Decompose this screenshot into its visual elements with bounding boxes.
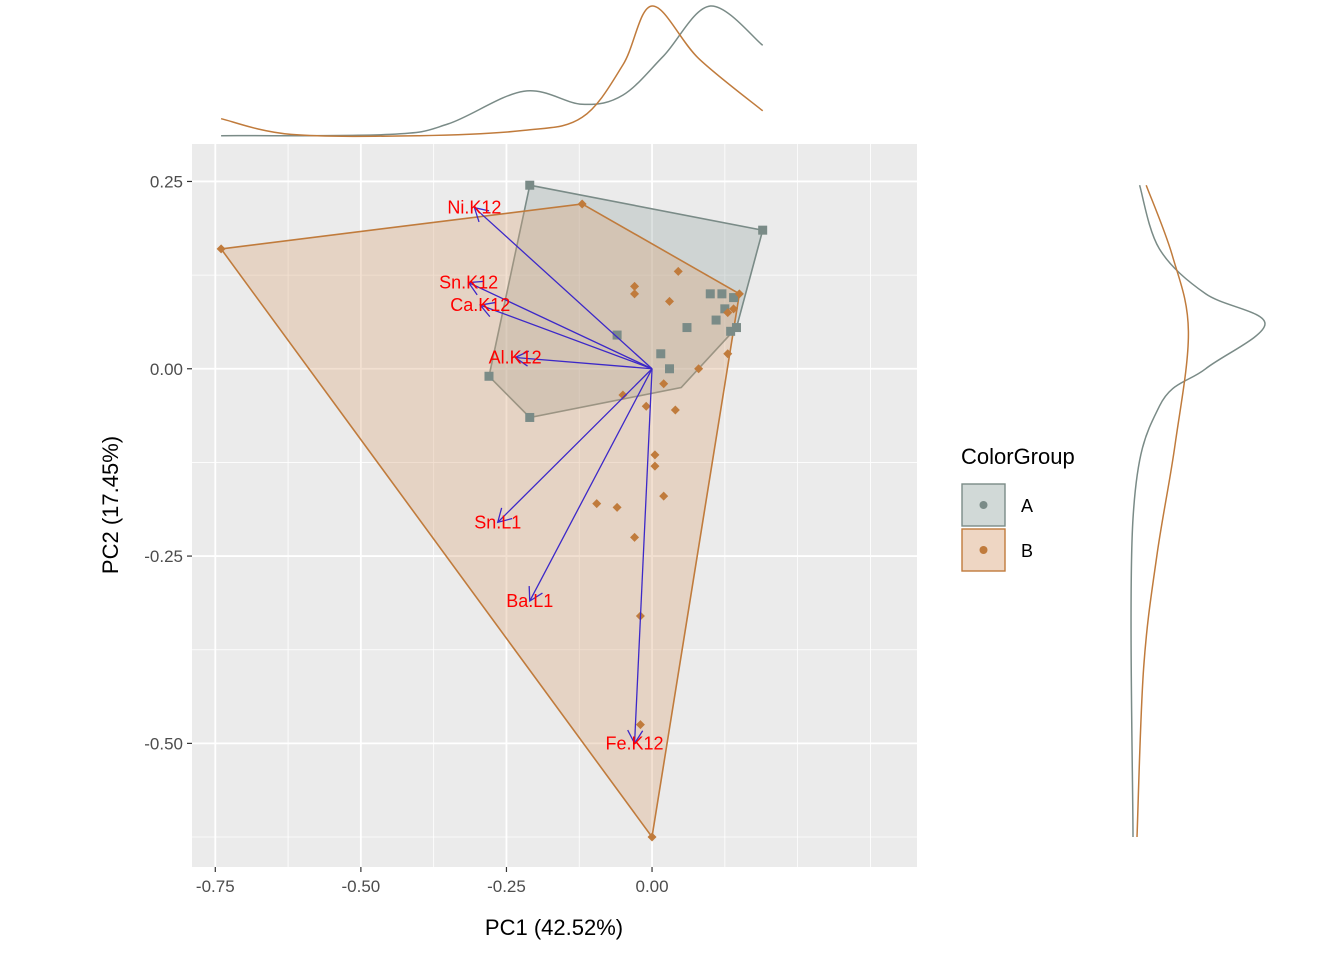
loading-label-Al.K12: Al.K12: [489, 348, 542, 368]
x-tick-label: 0.00: [635, 877, 668, 896]
score-points: [216, 180, 768, 842]
loading-arrow-Ca.K12: [480, 304, 653, 370]
point-B: [647, 832, 657, 842]
loading-label-Ba.L1: Ba.L1: [506, 591, 553, 611]
loading-label-Sn.K12: Sn.K12: [439, 273, 498, 293]
major-gridlines: [192, 144, 917, 867]
point-B: [630, 281, 640, 291]
legend-marker-B: [979, 546, 988, 554]
right-density-A: [1130, 184, 1266, 838]
loading-label-Ca.K12: Ca.K12: [450, 295, 510, 315]
point-A: [711, 315, 721, 325]
point-B: [670, 405, 680, 415]
y-tick-label: -0.50: [144, 734, 183, 753]
legend-label-A: A: [1021, 496, 1033, 516]
point-B: [216, 244, 226, 254]
point-A: [758, 225, 768, 235]
loading-arrowhead-Sn.K12: [467, 280, 484, 296]
loading-arrow-Fe.K12: [633, 368, 653, 744]
point-B: [659, 491, 669, 501]
legend: ColorGroup A B: [961, 444, 1075, 572]
y-tick-label: 0.00: [150, 360, 183, 379]
point-B: [723, 349, 733, 359]
point-A: [525, 180, 535, 190]
loading-label-Ni.K12: Ni.K12: [447, 198, 501, 218]
point-B: [723, 308, 733, 318]
legend-title: ColorGroup: [961, 444, 1075, 469]
point-B: [665, 296, 675, 306]
loading-arrow-Ba.L1: [529, 368, 653, 602]
point-A: [729, 293, 739, 303]
point-A: [665, 364, 675, 374]
panel-background: [192, 144, 917, 867]
x-tick-label: -0.25: [487, 877, 526, 896]
loading-label-Sn.L1: Sn.L1: [474, 512, 521, 532]
point-A: [731, 323, 741, 333]
point-B: [630, 532, 640, 542]
loading-arrow-Ni.K12: [473, 207, 653, 370]
loading-arrowhead-Ni.K12: [473, 206, 490, 223]
loading-arrow-Sn.K12: [468, 282, 653, 370]
point-B: [618, 390, 628, 400]
loading-arrow-Al.K12: [515, 356, 653, 370]
point-B: [612, 502, 622, 512]
y-axis-title: PC2 (17.45%): [98, 436, 123, 574]
x-axis-ticks: -0.75 -0.50 -0.25 0.00: [196, 867, 669, 896]
right-density-B: [1136, 184, 1190, 838]
point-B: [734, 289, 744, 299]
point-A: [705, 289, 715, 299]
loading-label-Fe.K12: Fe.K12: [606, 733, 664, 753]
top-density-B: [220, 5, 764, 138]
point-A: [717, 289, 727, 299]
x-tick-label: -0.50: [342, 877, 381, 896]
point-B: [659, 379, 669, 389]
point-A: [720, 304, 730, 314]
y-tick-label: -0.25: [144, 547, 183, 566]
point-B: [630, 289, 640, 299]
x-tick-label: -0.75: [196, 877, 235, 896]
legend-marker-A: [979, 501, 988, 509]
point-B: [635, 720, 645, 730]
right-marginal-density: [1130, 184, 1266, 838]
point-A: [682, 323, 692, 333]
point-A: [525, 412, 535, 422]
top-density-A: [221, 5, 764, 137]
point-B: [592, 499, 602, 509]
y-axis-ticks: 0.25 0.00 -0.25 -0.50: [144, 172, 192, 753]
loading-arrowhead-Al.K12: [513, 350, 530, 367]
top-marginal-density: [220, 5, 764, 138]
point-A: [612, 330, 622, 340]
minor-gridlines: [192, 144, 917, 867]
legend-label-B: B: [1021, 541, 1033, 561]
point-B: [694, 364, 704, 374]
loading-arrowhead-Ca.K12: [479, 301, 496, 318]
point-B: [729, 304, 739, 314]
loading-arrowhead-Ba.L1: [528, 586, 543, 603]
point-B: [650, 461, 660, 471]
point-B: [577, 199, 587, 209]
x-axis-title: PC1 (42.52%): [485, 915, 623, 940]
loading-arrowhead-Fe.K12: [627, 729, 644, 745]
point-A: [484, 371, 494, 381]
point-B: [641, 401, 651, 411]
point-A: [726, 326, 736, 336]
point-B: [673, 266, 683, 276]
loading-arrow-Sn.L1: [497, 368, 653, 523]
point-A: [656, 349, 666, 359]
loading-arrows: [467, 206, 653, 745]
y-tick-label: 0.25: [150, 172, 183, 191]
loading-arrowhead-Sn.L1: [496, 507, 513, 524]
point-B: [650, 450, 660, 460]
